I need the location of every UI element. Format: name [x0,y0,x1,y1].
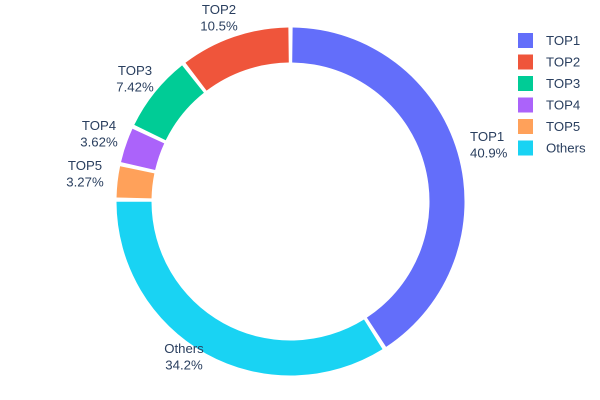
slice-label-others: Others 34.2% [164,341,204,373]
slice-label-top4: TOP4 3.62% [80,118,118,150]
pie-slice-others[interactable] [116,201,383,376]
slice-label-top3: TOP3 7.42% [116,63,154,95]
slice-label-top2: TOP2 10.5% [200,2,238,34]
chart-legend[interactable]: TOP1 TOP2 TOP3 TOP4 TOP5 Others [518,33,586,156]
legend-label-top1[interactable]: TOP1 [546,33,580,48]
slice-annotations-group: TOP1 40.9% TOP2 10.5% TOP3 7.42% TOP4 3.62% TOP5… [66,2,507,373]
legend-swatch-top4[interactable] [518,97,533,113]
legend-swatch-top3[interactable] [518,76,533,91]
legend-label-top3[interactable]: TOP3 [546,76,580,91]
pie-slice-top3[interactable] [134,65,204,141]
legend-swatch-top1[interactable] [518,33,533,48]
pie-slices-group[interactable] [116,27,465,376]
slice-label-top5: TOP5 3.27% [66,158,104,190]
legend-swatch-top2[interactable] [518,54,533,70]
legend-label-top4[interactable]: TOP4 [546,97,580,112]
pie-slice-top4[interactable] [121,128,165,171]
legend-swatch-others[interactable] [518,140,533,156]
pie-slice-top5[interactable] [116,166,155,199]
pie-slice-top1[interactable] [292,27,465,347]
legend-label-top2[interactable]: TOP2 [546,54,580,69]
legend-swatch-top5[interactable] [518,119,533,134]
legend-label-top5[interactable]: TOP5 [546,119,580,134]
slice-label-top1: TOP1 40.9% [470,129,508,161]
legend-label-others[interactable]: Others [546,140,586,155]
pie-slice-top2[interactable] [185,27,289,91]
